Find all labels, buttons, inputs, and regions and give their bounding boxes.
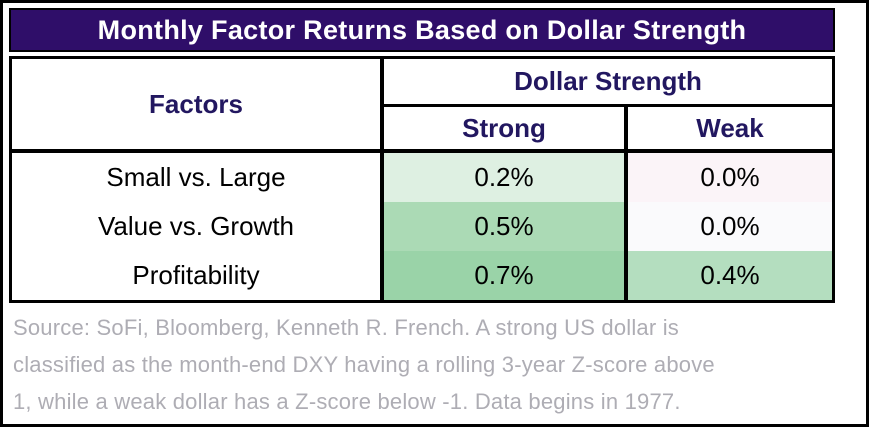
source-note: Source: SoFi, Bloomberg, Kenneth R. Fren…: [13, 309, 856, 420]
weak-value-cell: 0.0%: [628, 202, 832, 251]
weak-value-cell: 0.0%: [628, 153, 832, 202]
weak-column-header: Weak: [628, 107, 832, 153]
source-note-line: 1, while a weak dollar has a Z-score bel…: [13, 389, 681, 414]
strong-value-cell: 0.7%: [384, 251, 628, 300]
source-note-line: Source: SoFi, Bloomberg, Kenneth R. Fren…: [13, 315, 679, 340]
dollar-strength-group-header: Dollar Strength: [384, 59, 832, 107]
source-note-line: classified as the month-end DXY having a…: [13, 352, 715, 377]
factor-label: Value vs. Growth: [12, 202, 384, 251]
factors-column-header: Factors: [12, 59, 384, 153]
strong-value-cell: 0.5%: [384, 202, 628, 251]
weak-value-cell: 0.4%: [628, 251, 832, 300]
title-bar: Monthly Factor Returns Based on Dollar S…: [9, 8, 835, 52]
factor-label: Small vs. Large: [12, 153, 384, 202]
factor-returns-table: Factors Dollar Strength Strong Weak Smal…: [9, 56, 835, 303]
strong-value-cell: 0.2%: [384, 153, 628, 202]
strong-column-header: Strong: [384, 107, 628, 153]
figure-title: Monthly Factor Returns Based on Dollar S…: [97, 14, 747, 45]
factor-label: Profitability: [12, 251, 384, 300]
